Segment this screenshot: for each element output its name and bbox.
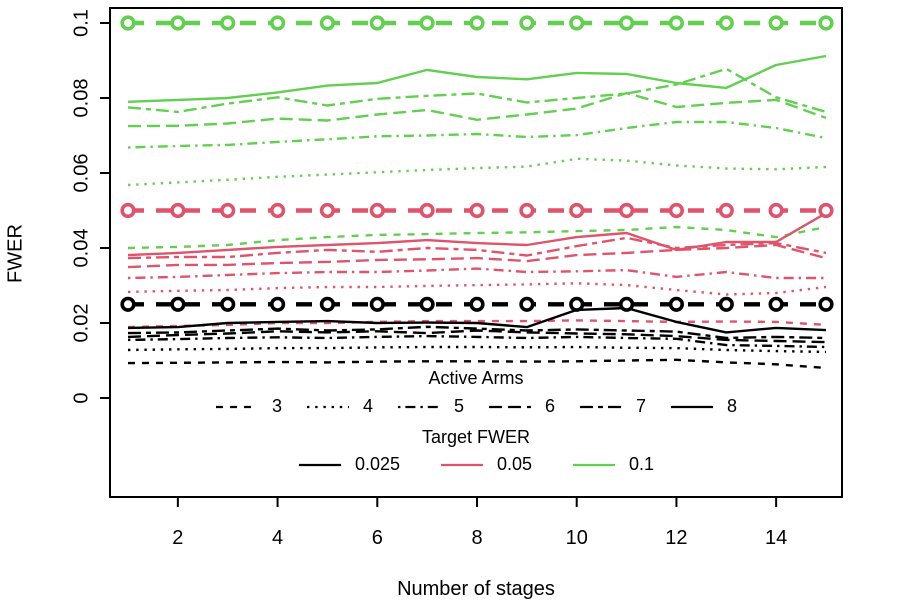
reference-marker-0.025 — [270, 296, 286, 312]
x-tick-label: 10 — [566, 527, 588, 549]
reference-marker-0.1 — [668, 15, 685, 31]
reference-marker-0.025 — [319, 296, 336, 312]
reference-marker-0.025 — [668, 296, 685, 312]
reference-marker-0.05 — [120, 202, 136, 219]
reference-marker-0.05 — [718, 202, 734, 219]
axes-layer: 2 4 6 8 10 12 14 0 0.02 0.04 0.06 0.08 0.1 — [70, 7, 843, 549]
series-line-target0.05-arms5 — [127, 267, 826, 280]
x-tick-label: 12 — [665, 527, 687, 549]
series-line-target0.025-arms8 — [127, 306, 827, 334]
y-tick-label: 0.06 — [70, 154, 92, 193]
series-line-target0.05-arms8 — [127, 212, 827, 257]
reference-marker-0.1 — [319, 15, 336, 31]
series-line-target0.1-arms4 — [127, 157, 827, 187]
reference-marker-0.1 — [469, 15, 485, 31]
reference-marker-0.025 — [618, 296, 635, 312]
reference-marker-0.1 — [170, 15, 186, 31]
series-line-target0.1-arms8 — [127, 54, 827, 103]
reference-marker-0.1 — [768, 15, 784, 31]
reference-marker-0.05 — [170, 202, 186, 219]
reference-marker-0.025 — [369, 296, 385, 312]
reference-marker-0.025 — [419, 296, 435, 312]
x-tick-label: 14 — [765, 527, 787, 549]
reference-marker-0.05 — [569, 202, 585, 219]
reference-marker-0.1 — [718, 15, 734, 31]
reference-marker-0.05 — [369, 202, 385, 219]
reference-marker-0.05 — [220, 202, 236, 219]
y-tick-label: 0.08 — [70, 79, 92, 118]
series-line-target0.025-arms5 — [127, 334, 827, 349]
reference-marker-0.1 — [419, 15, 435, 31]
x-tick-label: 4 — [272, 527, 283, 549]
series-line-target0.025-arms7 — [127, 325, 827, 340]
y-tick-label: 0.02 — [70, 304, 92, 343]
series-line-target0.05-arms3 — [127, 319, 827, 329]
reference-marker-0.1 — [369, 15, 385, 31]
target-fwer-reference-layer — [120, 15, 834, 312]
reference-marker-0.025 — [170, 296, 186, 312]
reference-marker-0.05 — [319, 202, 336, 219]
reference-marker-0.025 — [469, 296, 485, 312]
y-axis-title: FWER — [4, 224, 27, 283]
series-lines-layer — [127, 54, 827, 370]
y-tick-label: 0.1 — [70, 9, 92, 37]
series-line-target0.1-arms6 — [127, 91, 827, 128]
series-line-target0.1-arms3 — [127, 225, 827, 250]
reference-marker-0.05 — [519, 202, 535, 219]
x-axis-title: Number of stages — [397, 578, 555, 600]
series-line-target0.05-arms7 — [127, 236, 827, 260]
reference-marker-0.025 — [220, 296, 236, 312]
x-tick-label: 2 — [172, 527, 183, 549]
reference-marker-0.1 — [120, 15, 136, 31]
reference-marker-0.05 — [618, 202, 635, 219]
series-line-target0.05-arms6 — [127, 243, 827, 269]
reference-marker-0.025 — [120, 296, 136, 312]
reference-marker-0.05 — [270, 202, 286, 219]
series-line-target0.1-arms5 — [127, 120, 827, 149]
reference-marker-0.025 — [519, 296, 535, 312]
reference-marker-0.025 — [569, 296, 585, 312]
reference-marker-0.1 — [569, 15, 585, 31]
reference-marker-0.05 — [818, 202, 834, 219]
reference-marker-0.025 — [718, 296, 734, 312]
y-tick-label: 0 — [70, 392, 92, 403]
reference-marker-0.05 — [469, 202, 485, 219]
series-line-target0.025-arms3 — [127, 358, 827, 370]
x-tick-label: 8 — [471, 527, 482, 549]
reference-marker-0.1 — [618, 15, 635, 31]
plot-border — [109, 7, 843, 498]
reference-marker-0.1 — [270, 15, 286, 31]
y-tick-label: 0.04 — [70, 229, 92, 268]
x-tick-label: 6 — [372, 527, 383, 549]
reference-marker-0.05 — [668, 202, 685, 219]
reference-marker-0.025 — [768, 296, 784, 312]
series-line-target0.025-arms4 — [127, 345, 827, 354]
reference-marker-0.05 — [768, 202, 784, 219]
reference-marker-0.025 — [818, 296, 834, 312]
series-line-target0.05-arms4 — [127, 282, 827, 296]
reference-marker-0.1 — [519, 15, 535, 31]
reference-marker-0.1 — [220, 15, 236, 31]
series-line-target0.1-arms7 — [127, 67, 827, 114]
reference-marker-0.05 — [419, 202, 435, 219]
reference-marker-0.1 — [818, 15, 834, 31]
series-line-target0.025-arms6 — [127, 329, 827, 344]
